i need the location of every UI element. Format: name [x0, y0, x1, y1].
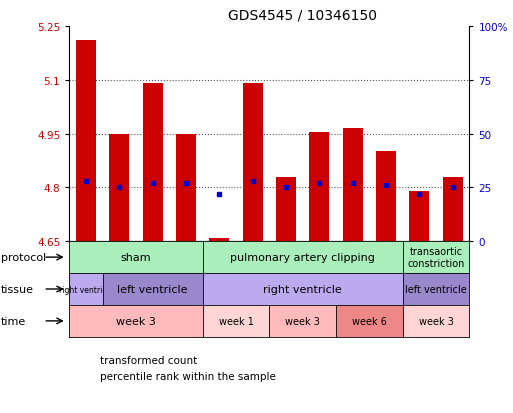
- Bar: [343, 129, 363, 242]
- Text: week 3: week 3: [116, 316, 156, 326]
- Text: tissue: tissue: [1, 284, 34, 294]
- Bar: [176, 134, 196, 242]
- Text: time: time: [1, 316, 26, 326]
- Text: pulmonary artery clipping: pulmonary artery clipping: [230, 252, 375, 263]
- Text: GDS4545 / 10346150: GDS4545 / 10346150: [228, 9, 377, 23]
- Bar: [209, 238, 229, 242]
- Bar: [243, 84, 263, 242]
- Text: transformed count: transformed count: [100, 355, 198, 365]
- Bar: [443, 177, 463, 242]
- Text: transaortic
constriction: transaortic constriction: [407, 247, 465, 268]
- Text: protocol: protocol: [1, 252, 46, 263]
- Text: week 1: week 1: [219, 316, 253, 326]
- Text: sham: sham: [121, 252, 151, 263]
- Bar: [276, 177, 296, 242]
- Text: week 3: week 3: [419, 316, 453, 326]
- Text: week 6: week 6: [352, 316, 387, 326]
- Bar: [143, 84, 163, 242]
- Bar: [376, 152, 396, 242]
- Text: right ventricle: right ventricle: [263, 284, 342, 294]
- Text: week 3: week 3: [285, 316, 320, 326]
- Text: right ventricle: right ventricle: [59, 285, 113, 294]
- Bar: [309, 133, 329, 242]
- Bar: [109, 134, 129, 242]
- Bar: [409, 192, 429, 242]
- Text: percentile rank within the sample: percentile rank within the sample: [100, 371, 276, 381]
- Text: left ventricle: left ventricle: [117, 284, 188, 294]
- Text: left ventricle: left ventricle: [405, 284, 467, 294]
- Bar: [76, 41, 96, 242]
